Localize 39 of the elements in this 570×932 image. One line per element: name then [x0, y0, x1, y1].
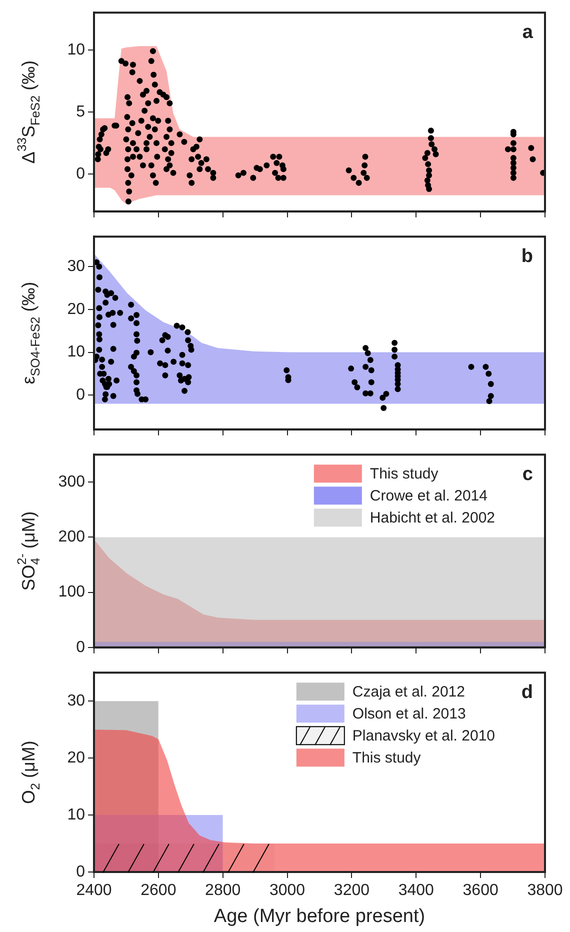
legend-label: Planavsky et al. 2010: [352, 728, 496, 745]
x-tick-label: 3200: [334, 882, 370, 900]
legend-label: This study: [352, 750, 422, 767]
legend-label: Olson et al. 2013: [352, 706, 466, 723]
y-tick-label: 30: [67, 258, 86, 275]
legend-label: Czaja et al. 2012: [352, 684, 465, 701]
x-tick-label: 2400: [76, 882, 112, 900]
y-tick-label: 5: [76, 103, 86, 120]
annotation: d: [521, 682, 533, 703]
legend-label: Habicht et al. 2002: [370, 510, 496, 527]
y-axis-title: O2 (μM): [18, 740, 43, 804]
y-tick-label: 20: [67, 749, 86, 766]
y-tick-label: 300: [58, 474, 86, 491]
y-tick-label: 0: [76, 166, 86, 183]
y-tick-label: 30: [67, 692, 86, 710]
y-tick-label: 100: [58, 584, 86, 601]
y-tick-label: 0: [76, 863, 86, 880]
y-axis-title: SO42- (μM): [15, 511, 43, 591]
x-axis-title: Age (Myr before present): [214, 906, 426, 927]
annotation: a: [522, 22, 534, 43]
y-tick-label: 10: [67, 41, 86, 58]
y-tick-label: 20: [67, 300, 86, 318]
y-tick-label: 0: [76, 638, 86, 656]
annotation: b: [521, 246, 533, 267]
y-tick-label: 10: [67, 344, 86, 361]
legend-label: This study: [370, 466, 439, 483]
y-axis-title: εSO4-FeS2 (‰): [18, 282, 43, 384]
x-tick-label: 2800: [205, 882, 241, 900]
y-tick-label: 0: [76, 386, 86, 404]
x-tick-label: 2600: [140, 882, 176, 900]
x-tick-label: 3400: [398, 882, 434, 900]
y-tick-label: 10: [67, 806, 86, 824]
x-tick-label: 3800: [527, 882, 563, 900]
y-tick-label: 200: [58, 528, 86, 546]
y-axis-title: Δ33SFeS2 (‰): [15, 60, 43, 164]
legend-label: Crowe et al. 2014: [370, 488, 488, 505]
annotation: c: [522, 464, 534, 485]
x-tick-label: 3000: [269, 882, 306, 900]
x-tick-label: 3600: [462, 882, 498, 900]
